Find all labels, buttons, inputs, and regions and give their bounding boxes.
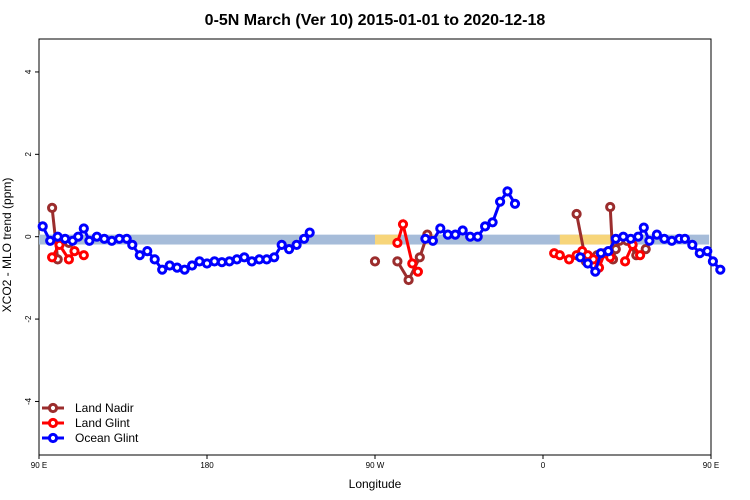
chart-title: 0-5N March (Ver 10) 2015-01-01 to 2020-1…: [205, 12, 546, 29]
y-tick-label: -4: [24, 397, 33, 405]
ocean-glint-point: [284, 244, 295, 255]
ocean-glint-point: [487, 217, 498, 228]
land-glint-point: [564, 254, 575, 265]
legend-label: Land Nadir: [75, 401, 134, 415]
ocean-glint-point: [575, 252, 586, 263]
land-nadir-point: [571, 208, 582, 220]
ocean-glint-point: [149, 254, 160, 265]
y-tick-label: 4: [24, 69, 33, 74]
ocean-glint-point: [239, 252, 250, 263]
land-glint-point: [392, 237, 403, 248]
ocean-glint-point: [582, 258, 593, 269]
land-nadir-point: [369, 256, 381, 267]
legend-swatch-marker: [47, 402, 59, 414]
ocean-glint-point: [134, 250, 145, 261]
ocean-glint-point: [702, 246, 713, 257]
land-band: [559, 234, 614, 245]
legend-item-land-nadir: Land Nadir: [42, 401, 134, 415]
legend-item-land-glint: Land Glint: [42, 416, 130, 430]
land-glint-point: [407, 258, 418, 269]
land-nadir-point: [605, 201, 616, 213]
x-tick-label: 90 W: [366, 461, 385, 470]
x-axis-ticks: 90 E 180 90 W 0 90 E: [31, 455, 719, 470]
ocean-glint-point: [45, 235, 56, 246]
ocean-glint-point: [427, 235, 438, 246]
ocean-glint-point: [590, 266, 601, 277]
ocean-glint-point: [603, 246, 614, 257]
land-glint-point: [69, 246, 80, 257]
series-land-glint: [47, 218, 646, 277]
ocean-glint-point: [679, 233, 691, 244]
ocean-glint-point: [84, 235, 95, 246]
ocean-glint-point: [495, 196, 506, 207]
land-nadir-point: [414, 252, 425, 263]
legend-swatch-marker: [47, 417, 59, 429]
y-axis-label: XCO2 - MLO trend (ppm): [0, 178, 14, 313]
legend-swatch-marker: [47, 432, 59, 444]
ocean-band: [39, 234, 710, 245]
ocean-glint-point: [638, 222, 649, 233]
land-glint-point: [620, 256, 631, 267]
land-nadir-point: [392, 256, 403, 267]
ocean-glint-point: [179, 264, 190, 275]
land-nadir-point: [640, 244, 651, 255]
x-tick-label: 180: [200, 461, 214, 470]
x-tick-label: 90 E: [703, 461, 719, 470]
y-tick-label: 2: [24, 152, 33, 157]
land-glint-point: [635, 250, 646, 261]
land-band: [375, 234, 400, 245]
ocean-glint-point: [707, 256, 719, 267]
ocean-glint-point: [276, 239, 287, 250]
ocean-glint-point: [299, 233, 310, 244]
ocean-glint-point: [269, 252, 280, 263]
ocean-glint-point: [502, 186, 513, 197]
ocean-glint-point: [651, 229, 663, 240]
ocean-glint-point: [121, 233, 132, 244]
land-glint-point: [78, 250, 89, 261]
y-axis-ticks: -4 -2 0 2 4: [24, 69, 39, 405]
ocean-glint-point: [157, 264, 168, 275]
land-glint-point: [397, 219, 409, 230]
x-tick-label: 90 E: [31, 461, 47, 470]
ocean-glint-point: [687, 239, 698, 250]
ocean-glint-point: [715, 264, 726, 275]
ocean-glint-point: [644, 235, 655, 246]
x-axis-label: Longitude: [349, 477, 402, 491]
ocean-glint-point: [633, 231, 644, 242]
ocean-glint-point: [73, 231, 84, 242]
ocean-glint-point: [78, 223, 89, 234]
x-tick-label: 0: [541, 461, 546, 470]
ocean-glint-point: [291, 239, 302, 250]
ocean-glint-point: [457, 225, 468, 236]
background-bands: [39, 234, 710, 245]
legend-label: Ocean Glint: [75, 431, 139, 445]
ocean-glint-point: [127, 239, 138, 250]
land-glint-point: [63, 254, 75, 265]
ocean-glint-point: [142, 246, 153, 257]
ocean-glint-point: [472, 231, 483, 242]
ocean-glint-point: [304, 227, 315, 238]
ocean-glint-point: [480, 221, 491, 232]
land-nadir-point: [403, 274, 414, 286]
land-nadir-point: [47, 202, 58, 213]
land-glint-point: [47, 252, 58, 263]
y-tick-label: 0: [24, 234, 33, 239]
ocean-glint-point: [435, 223, 446, 234]
series-ocean-glint: [37, 186, 726, 277]
legend-item-ocean-glint: Ocean Glint: [42, 431, 139, 445]
ocean-glint-point: [187, 260, 198, 271]
ocean-glint-point: [450, 229, 461, 240]
legend-label: Land Glint: [75, 416, 130, 430]
land-glint-point: [554, 250, 565, 261]
ocean-glint-point: [37, 221, 48, 232]
series-layer: [37, 186, 726, 286]
land-glint-point: [412, 266, 423, 277]
ocean-glint-point: [509, 198, 521, 209]
y-tick-label: -2: [24, 315, 33, 323]
